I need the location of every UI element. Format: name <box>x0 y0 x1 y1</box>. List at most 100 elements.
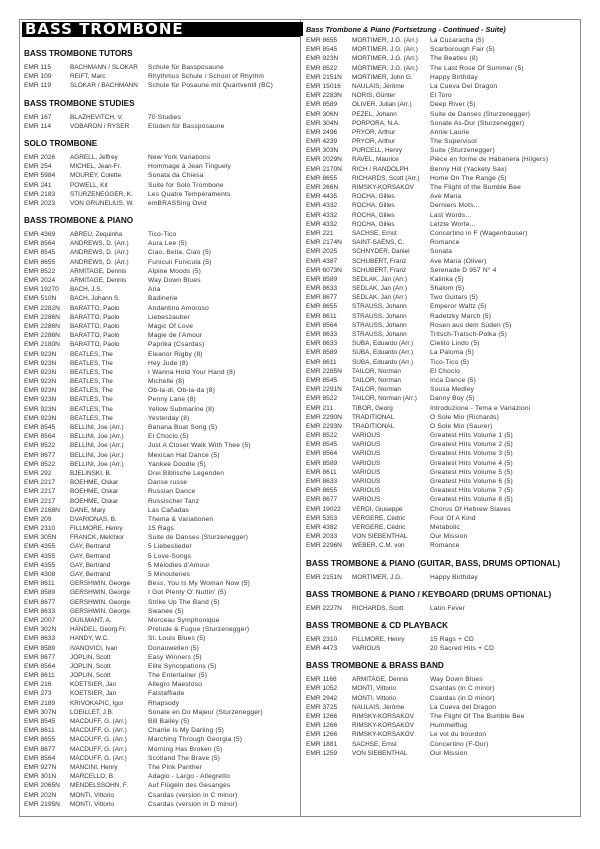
catalog-number: EMR 8522 <box>306 395 338 403</box>
composer: MENDELSSOHN, F. <box>70 782 128 790</box>
composer: SEDLAK, Jan (Arr.) <box>352 275 408 283</box>
catalog-entry: EMR 8655 ANDREWS, D. (Arr.) Funiculi Funic… <box>22 258 298 267</box>
work-title: Two Guitars (5) <box>430 294 479 302</box>
composer: STRAUSS, Johann <box>352 312 407 320</box>
composer: BLAZHEVITCH, V. <box>70 113 124 121</box>
work-title: Rhapsody <box>148 699 180 707</box>
composer: BJELINSKI, B. <box>70 469 112 477</box>
work-title: Greatest Hits Volume 1 (5) <box>430 432 513 440</box>
catalog-entry: EMR 8611 MACDUFF, G. (Arr.) Charlie Is My … <box>22 726 298 735</box>
catalog-entry: EMR 8564 MACDUFF, G. (Arr.) Scotland The B… <box>22 754 298 763</box>
catalog-entry: EMR 8564 ANDREWS, D. (Arr.) Aura Lee (5) <box>22 239 298 248</box>
catalog-number: EMR 923N <box>306 55 339 63</box>
work-title: Falstaffiade <box>148 690 185 698</box>
catalog-entry: EMR 923N MORTIMER, J.G. (Arr.) The Beatles… <box>304 54 580 63</box>
catalog-number: EMR 8564 <box>24 754 56 762</box>
catalog-entry: EMR 4332 ROCHA, Gilles Last Words... <box>304 211 580 220</box>
work-title: New York Variations <box>148 153 211 161</box>
composer: STRAUSS, Johann <box>352 331 407 338</box>
composer: BOEHME, Oskar <box>70 497 119 505</box>
composer: BARATTO, Paolo <box>70 322 120 330</box>
work-title: 5 Mélodies d'Amour <box>148 561 210 569</box>
composer: VON SIEBENTHAL <box>352 749 408 757</box>
work-title: El Choclo (5) <box>148 433 189 441</box>
composer: RIMSKY-KORSAKOV <box>352 713 414 720</box>
catalog-number: EMR 8633 <box>24 607 56 615</box>
catalog-number: EMR 8545 <box>306 376 338 384</box>
composer: RIMSKY-KORSAKOV <box>352 184 414 191</box>
work-title: 15 Rags <box>148 525 174 533</box>
composer: TAILOR, Norman <box>352 367 401 375</box>
catalog-entry: EMR 8545 ANDREWS, D. (Arr.) Ciao, Bella, C… <box>22 248 298 257</box>
catalog-number: EMR 8611 <box>24 580 55 588</box>
catalog-number: EMR 304N <box>306 119 339 127</box>
composer: ANDREWS, D. (Arr.) <box>70 249 129 257</box>
catalog-entry: EMR 2942 MONTI, Vittorio Csardas (in D min… <box>304 694 580 703</box>
catalog-entry: EMR 8655 RICHARDS, Scott (Arr.) Home On Th… <box>304 174 580 183</box>
catalog-number: EMR 8611 <box>24 672 55 680</box>
catalog-entry: EMR 2026 AGRELL, Jeffrey New York Variatio… <box>22 153 298 162</box>
catalog-number: EMR 923N <box>24 396 57 404</box>
catalog-number: EMR 273 <box>24 690 52 698</box>
catalog-entry: EMR 8633 STRAUSS, Johann Tritsch-Tratsch-P… <box>304 330 580 339</box>
catalog-entry: EMR 923N BEATLES, The Michelle (8) <box>22 377 298 386</box>
catalog-number: EMR 8589 <box>306 349 338 357</box>
catalog-entry: EMR 4387 SCHUBERT, Franz Ave Maria (Oliver… <box>304 257 580 266</box>
composer: DVARIONAS, B. <box>70 515 117 523</box>
catalog-entry: EMR 2189 KRIVOKAPIC, Igor Rhapsody <box>22 699 298 708</box>
composer: SEDLAK, Jan (Arr.) <box>352 285 408 293</box>
composer: BEATLES, The <box>70 405 113 413</box>
catalog-number: EMR 2024 <box>24 277 56 284</box>
catalog-entry: EMR 2195N MONTI, Vittorio Csardas (version… <box>22 800 298 809</box>
catalog-entry: EMR 2286N BARATTO, Paolo Liebeszauber <box>22 313 298 322</box>
composer: TAILOR, Norman <box>352 376 401 384</box>
catalog-entry: EMR 2227N RICHARDS, Scott Latin Fever <box>304 604 580 613</box>
work-title: Kalinka (5) <box>430 275 464 283</box>
catalog-number: EMR 8655 <box>306 487 338 495</box>
catalog-number: EMR 2029N <box>306 156 342 164</box>
work-title: Way Down Blues <box>148 277 201 284</box>
catalog-entry: EMR 8589 SUBA, Eduardo (Arr.) La Paloma (5… <box>304 348 580 357</box>
catalog-entry: EMR 2282N BARATTO, Paolo Andantino Amoroso <box>22 304 298 313</box>
composer: NORIS, Günter <box>352 92 396 100</box>
catalog-entry: EMR 109 REIFT, Marc Rhythmus Schule / Scho… <box>22 72 298 81</box>
work-title: Aura Lee (5) <box>148 240 188 248</box>
work-title: The Supervisor <box>430 138 478 146</box>
composer: MORTIMER, J.G. (Arr.) <box>352 64 418 72</box>
catalog-number: EMR 8633 <box>306 340 338 348</box>
composer: MANCINI, Henry <box>70 763 118 771</box>
work-title: Las Cañadas <box>148 506 190 514</box>
catalog-number: EMR 4355 <box>24 543 56 551</box>
composer: BOEHME, Oskar <box>70 488 119 496</box>
catalog-number: EMR 2217 <box>24 497 56 505</box>
work-title: Mexican Hat Dance (5) <box>148 451 220 459</box>
catalog-entry: EMR 3725 NAULAIS, Jérôme La Cueva del Drag… <box>304 703 580 712</box>
catalog-entry: EMR 8564 STRAUSS, Johann Rosen aus dem Süd… <box>304 321 580 330</box>
composer: BACH, J.S. <box>70 286 103 294</box>
catalog-number: EMR 923N <box>24 414 57 422</box>
catalog-number: EMR 8589 <box>306 459 338 467</box>
catalog-number: EMR 2283N <box>306 92 342 100</box>
composer: GERSHWIN, George <box>70 589 131 597</box>
catalog-number: EMR 8522 <box>306 64 338 72</box>
catalog-entry: EMR 19270 BACH, J.S. Aria <box>22 285 298 294</box>
catalog-number: EMR 8633 <box>306 285 338 293</box>
catalog-entry: EMR 8655 MORTIMER, J.G. (Arr.) La Cucarach… <box>304 36 580 45</box>
catalog-number: EMR 2026 <box>24 153 56 161</box>
catalog-entry: EMR 8633 SEDLAK, Jan (Arr.) Shalom (5) <box>304 284 580 293</box>
catalog-number: EMR 8564 <box>24 240 56 248</box>
catalog-number: EMR 2174N <box>306 239 342 247</box>
catalog-entry: EMR 241 POWELL, Kit Suite for Solo Trombon… <box>22 181 298 190</box>
catalog-number: EMR 115 <box>24 64 51 71</box>
composer: TRADITIONAL <box>352 422 395 430</box>
catalog-number: EMR 8611 <box>306 358 337 366</box>
catalog-entry: EMR 923N BEATLES, The Yellow Submarine (8) <box>22 405 298 414</box>
catalog-section: BASS TROMBONE & PIANO EMR 4369 ABREU, Zequ… <box>22 216 298 809</box>
work-title: Donauwellen (5) <box>148 644 200 652</box>
section-heading: BASS TROMBONE STUDIES <box>24 98 135 108</box>
catalog-number: EMR 8655 <box>24 258 56 266</box>
catalog-number: EMR 211 <box>306 404 333 412</box>
work-title: Hey Jude (8) <box>148 359 189 367</box>
catalog-entry: EMR 8589 IVANOVICI, Ivan Donauwellen (5) <box>22 644 298 653</box>
composer: BELLINI, Joe (Arr.) <box>70 451 124 459</box>
